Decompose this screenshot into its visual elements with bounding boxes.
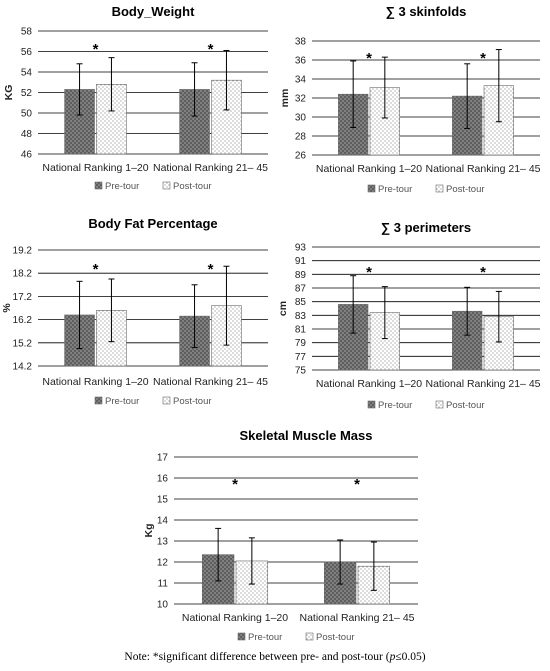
chart-skeletal-muscle: Skeletal Muscle Mass 10 11 12 13 14 15 16 17 Kg Na…	[143, 428, 418, 643]
y-axis-label: KG	[3, 85, 15, 101]
legend-label: Post-tour	[173, 396, 212, 407]
y-tick-label: 89	[295, 270, 307, 281]
significance-marker: *	[208, 261, 214, 278]
legend-swatch-pre	[94, 181, 103, 190]
chart-title: Body Fat Percentage	[88, 216, 217, 231]
legend-swatch-post	[305, 632, 314, 641]
legend-label: Post-tour	[173, 181, 212, 192]
y-tick-label: 48	[21, 129, 33, 140]
legend-swatch-pre	[367, 184, 376, 193]
chart-title: Body_Weight	[112, 4, 195, 19]
legend-swatch-pre	[367, 400, 376, 409]
y-tick-label: 32	[295, 94, 307, 105]
y-tick-label: 52	[21, 88, 33, 99]
y-tick-label: 79	[295, 338, 307, 349]
y-axis-label: cm	[277, 301, 289, 316]
chart-skinfolds: ∑ 3 skinfolds 26 28 30 32 34 36 38 mm National Ra…	[279, 4, 541, 195]
significance-marker: *	[93, 41, 99, 58]
y-tick-label: 34	[295, 75, 307, 86]
significance-marker: *	[366, 50, 372, 67]
y-tick-label: 83	[295, 311, 307, 322]
x-category-label: National Ranking 1–20	[182, 612, 288, 624]
legend-label: Pre-tour	[248, 632, 282, 643]
chart-body-weight: Body_Weight 46 48 50 52 54 56 58 KG National Rank…	[3, 4, 268, 192]
legend-swatch-pre	[94, 396, 103, 405]
y-tick-label: 14	[157, 516, 169, 527]
x-category-label: National Ranking 21– 45	[300, 612, 415, 624]
y-tick-label: 56	[21, 47, 33, 58]
y-tick-label: 12	[157, 558, 169, 569]
y-tick-label: 17.2	[13, 292, 33, 303]
chart-perimeters: ∑ 3 perimeters 75 77 79 81 83 85 87 89 91 93 cm Nati…	[277, 220, 541, 411]
chart-body-fat: Body Fat Percentage 14.2 15.2 16.2 17.2 18.2 1…	[1, 216, 268, 407]
y-tick-label: 17	[157, 453, 169, 464]
y-tick-label: 30	[295, 113, 307, 124]
x-category-label: National Ranking 1–20	[316, 163, 422, 175]
x-category-label: National Ranking 1–20	[42, 376, 148, 388]
significance-marker: *	[366, 264, 372, 281]
y-tick-label: 54	[21, 68, 33, 79]
significance-marker: *	[232, 476, 238, 493]
legend-label: Post-tour	[316, 632, 355, 643]
y-tick-label: 77	[295, 352, 307, 363]
y-tick-label: 50	[21, 109, 33, 120]
significance-marker: *	[208, 41, 214, 58]
y-axis-label: Kg	[143, 524, 155, 538]
y-tick-label: 19.2	[13, 246, 33, 257]
x-category-label: National Ranking 21– 45	[153, 376, 268, 388]
y-tick-label: 58	[21, 27, 33, 38]
x-category-label: National Ranking 21– 45	[153, 162, 268, 174]
x-category-label: National Ranking 21– 45	[426, 163, 541, 175]
y-axis-label: mm	[279, 89, 291, 108]
legend-swatch-post	[435, 184, 444, 193]
legend-label: Post-tour	[446, 400, 485, 411]
footnote: Note: *significant difference between pr…	[124, 651, 426, 663]
legend-label: Pre-tour	[378, 400, 412, 411]
y-tick-label: 28	[295, 132, 307, 143]
y-tick-label: 26	[295, 151, 307, 162]
y-tick-label: 87	[295, 284, 307, 295]
y-axis-label: %	[1, 303, 13, 313]
footnote-p-symbol: p	[389, 651, 396, 663]
legend-label: Pre-tour	[105, 396, 139, 407]
y-tick-label: 18.2	[13, 269, 33, 280]
legend-swatch-post	[162, 396, 171, 405]
x-category-label: National Ranking 21– 45	[426, 378, 541, 390]
legend-swatch-pre	[237, 632, 246, 641]
y-tick-label: 16	[157, 474, 169, 485]
legend-label: Post-tour	[446, 184, 485, 195]
legend-label: Pre-tour	[105, 181, 139, 192]
y-tick-label: 36	[295, 56, 307, 67]
significance-marker: *	[480, 264, 486, 281]
legend-swatch-post	[162, 181, 171, 190]
significance-marker: *	[354, 476, 360, 493]
x-category-label: National Ranking 1–20	[316, 378, 422, 390]
legend-swatch-post	[435, 400, 444, 409]
chart-title: Skeletal Muscle Mass	[240, 428, 373, 443]
chart-title: ∑ 3 perimeters	[381, 220, 471, 235]
y-tick-label: 81	[295, 325, 307, 336]
y-tick-label: 93	[295, 243, 307, 254]
x-category-label: National Ranking 1–20	[42, 162, 148, 174]
y-tick-label: 46	[21, 150, 33, 161]
y-tick-label: 10	[157, 600, 169, 611]
significance-marker: *	[480, 50, 486, 67]
y-tick-label: 85	[295, 297, 307, 308]
y-tick-label: 91	[295, 256, 307, 267]
y-tick-label: 14.2	[13, 362, 33, 373]
chart-title: ∑ 3 skinfolds	[386, 4, 467, 19]
y-tick-label: 15	[157, 495, 169, 506]
significance-marker: *	[93, 261, 99, 278]
y-tick-label: 11	[158, 579, 169, 590]
legend-label: Pre-tour	[378, 184, 412, 195]
y-tick-label: 15.2	[13, 338, 33, 349]
y-tick-label: 75	[295, 366, 307, 377]
y-tick-label: 13	[157, 537, 169, 548]
y-tick-label: 16.2	[13, 315, 33, 326]
y-tick-label: 38	[295, 37, 307, 48]
